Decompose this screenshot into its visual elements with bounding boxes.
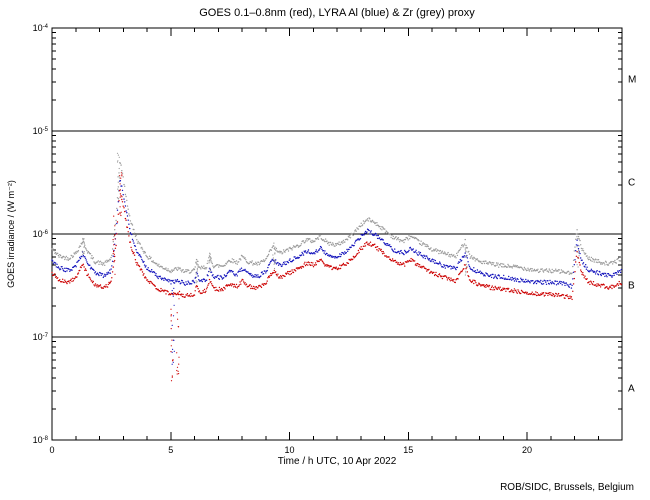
svg-text:15: 15 <box>403 445 413 455</box>
x-axis-label: Time / h UTC, 10 Apr 2022 <box>278 456 397 467</box>
chart-title: GOES 0.1–0.8nm (red), LYRA Al (blue) & Z… <box>199 7 475 19</box>
axes-layer: 10-4 10-5 10-6 10-7 10-80 5 10 15 20 M C B A <box>33 23 637 455</box>
data-points-layer <box>51 152 622 382</box>
svg-text:5: 5 <box>168 445 173 455</box>
credit-text: ROB/SIDC, Brussels, Belgium <box>500 482 634 493</box>
svg-text:10: 10 <box>284 445 294 455</box>
svg-text:B: B <box>628 281 635 292</box>
svg-text:10-6: 10-6 <box>33 229 49 239</box>
svg-text:0: 0 <box>49 445 54 455</box>
svg-text:M: M <box>628 75 636 86</box>
svg-text:10-7: 10-7 <box>33 332 49 342</box>
svg-text:10-8: 10-8 <box>33 435 49 445</box>
svg-text:20: 20 <box>522 445 532 455</box>
svg-text:A: A <box>628 384 635 395</box>
svg-text:C: C <box>628 178 635 189</box>
svg-text:10-4: 10-4 <box>33 23 49 33</box>
y-axis-label: GOES irradiance / (W m⁻²) <box>6 180 16 288</box>
svg-text:10-5: 10-5 <box>33 126 49 136</box>
